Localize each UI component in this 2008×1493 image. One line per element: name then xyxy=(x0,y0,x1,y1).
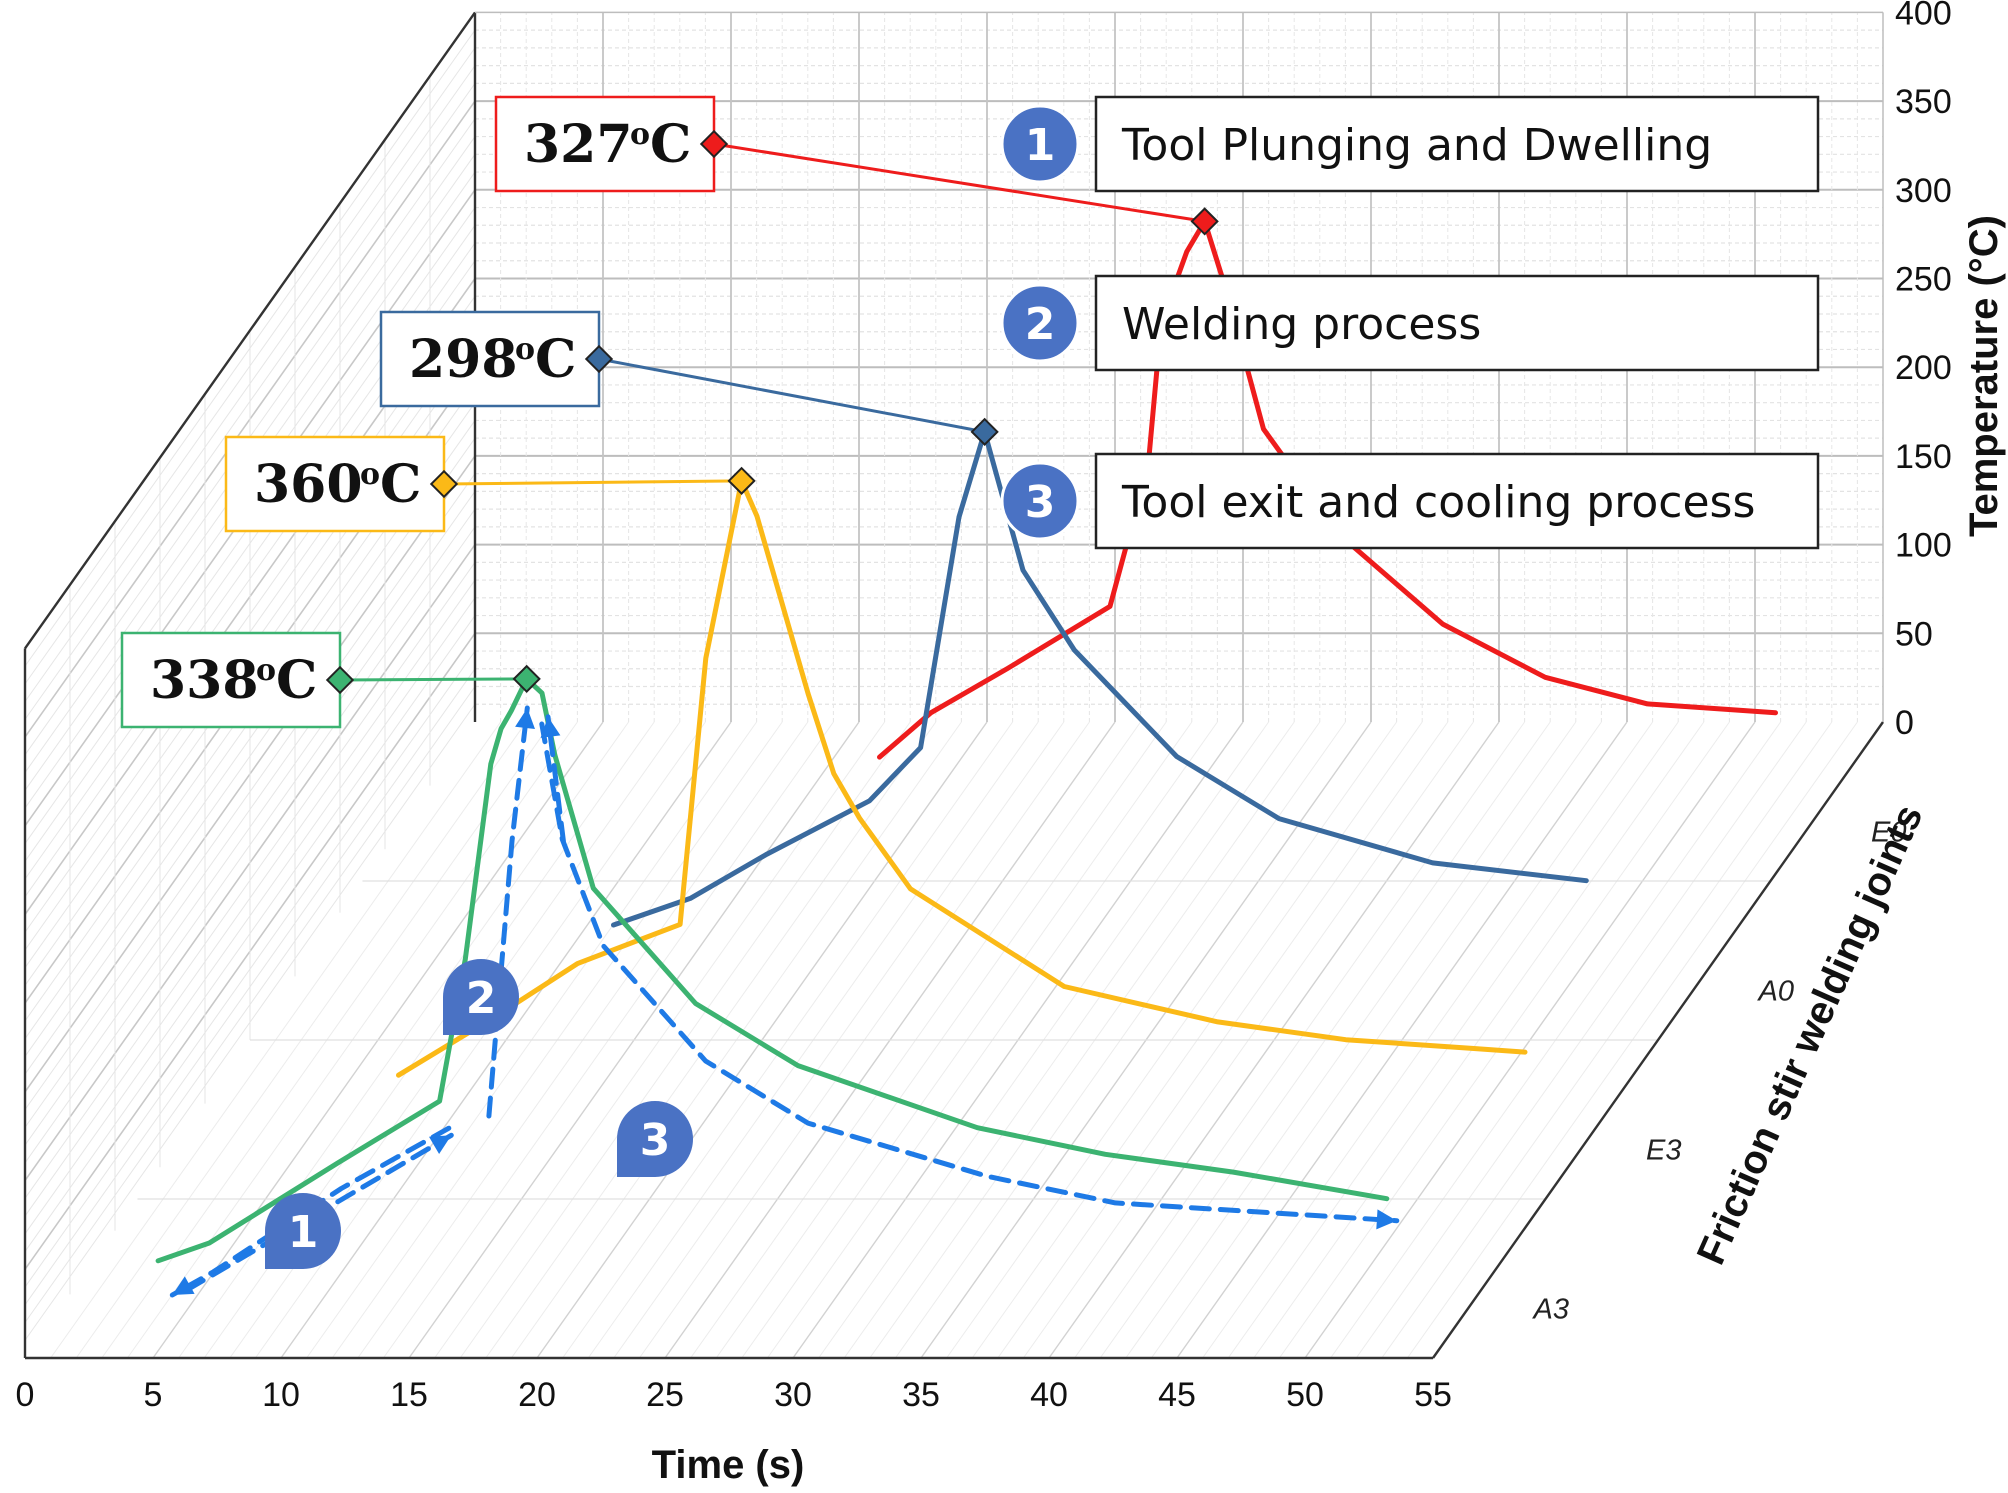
peak-unit-a0: oC xyxy=(515,329,576,390)
y-axis-title: Temperature (°C) xyxy=(1962,215,2006,537)
peak-value-e3: 360 xyxy=(254,454,363,515)
process-arrow-1 xyxy=(169,1125,452,1298)
y-tick-label: 300 xyxy=(1895,172,1952,210)
legend-label-2: Welding process xyxy=(1122,299,1481,350)
legend-badge-1 xyxy=(1000,104,1080,184)
y-tick-label: 150 xyxy=(1895,438,1952,476)
x-tick-label: 40 xyxy=(1030,1376,1068,1414)
legend-badge-2 xyxy=(1000,283,1080,363)
y-tick-label: 400 xyxy=(1895,0,1952,32)
badge-3-shape xyxy=(617,1101,693,1177)
peak-point-marker xyxy=(1190,207,1219,236)
legend-label-1: Tool Plunging and Dwelling xyxy=(1121,120,1712,171)
peak-point-marker xyxy=(727,466,756,496)
x-tick-label: 45 xyxy=(1158,1376,1196,1414)
x-tick-label: 50 xyxy=(1286,1376,1324,1414)
peak-label-marker xyxy=(699,129,729,159)
x-tick-label: 30 xyxy=(774,1376,812,1414)
x-axis-title: Time (s) xyxy=(652,1443,805,1487)
peak-value-a0: 298 xyxy=(409,329,518,390)
chart-frame xyxy=(23,11,1884,1360)
process-arrow-1-return-head xyxy=(429,1135,452,1154)
y-tick-label: 350 xyxy=(1895,83,1952,121)
peak-box-a3 xyxy=(120,631,342,729)
peak-box-e0 xyxy=(494,95,716,193)
peak-label-marker xyxy=(325,665,355,695)
y-tick-label: 0 xyxy=(1895,704,1914,742)
peak-unit-e3: oC xyxy=(360,454,421,515)
legend-label-3: Tool exit and cooling process xyxy=(1121,477,1755,528)
x-tick-label: 5 xyxy=(144,1376,163,1414)
x-tick-label: 10 xyxy=(262,1376,300,1414)
process-arrow-3 xyxy=(539,721,1400,1224)
badge-3-number: 3 xyxy=(640,1115,671,1166)
peak-point-marker xyxy=(512,664,541,694)
process-arrow-3-head xyxy=(1376,1209,1397,1230)
peak-leader-a0 xyxy=(598,357,985,434)
peak-box-e3 xyxy=(224,435,446,533)
badge-1-shape xyxy=(265,1193,341,1269)
joint-label-e0: E0 xyxy=(1871,817,1906,849)
peak-value-a3: 338 xyxy=(150,650,259,711)
series-line-e3 xyxy=(396,478,1528,1078)
process-arrow-2-head xyxy=(515,708,535,729)
series-line-a3 xyxy=(155,676,1390,1264)
process-legend: 1 Tool Plunging and Dwelling 2 Welding proc… xyxy=(1000,95,1820,550)
x-tick-label: 25 xyxy=(646,1376,684,1414)
peak-value-e0: 327 xyxy=(524,114,633,175)
x-tick-label: 0 xyxy=(16,1376,35,1414)
x-tick-label: 20 xyxy=(518,1376,556,1414)
axis-ticks: 0 5 10 15 20 25 30 35 40 45 50 55 0 50 100 150 200 250 300… xyxy=(16,0,1952,1414)
peak-point-marker xyxy=(970,417,999,446)
legend-box-3 xyxy=(1094,452,1820,550)
badge-2-shape xyxy=(443,959,519,1035)
legend-box-1 xyxy=(1094,95,1820,193)
legend-number-3: 3 xyxy=(1025,477,1056,528)
peak-unit-e0: oC xyxy=(630,114,691,175)
x-tick-label: 35 xyxy=(902,1376,940,1414)
peak-leader-a3 xyxy=(339,677,527,682)
process-arrow-3-up xyxy=(545,714,566,844)
peak-label-marker xyxy=(584,344,614,374)
peak-unit-a3: oC xyxy=(256,650,317,711)
peak-leader-e3 xyxy=(443,479,742,486)
y-tick-label: 250 xyxy=(1895,261,1952,299)
legend-badge-3 xyxy=(1000,461,1080,541)
peak-label-marker xyxy=(429,469,459,499)
y-tick-label: 50 xyxy=(1895,615,1933,653)
process-arrows: 1 2 3 xyxy=(169,705,1400,1298)
process-arrow-3-up-head xyxy=(540,716,561,738)
x-tick-label: 55 xyxy=(1414,1376,1452,1414)
badge-1-number: 1 xyxy=(288,1207,319,1258)
badge-2-number: 2 xyxy=(466,973,497,1024)
legend-number-2: 2 xyxy=(1025,299,1056,350)
peak-leader-e0 xyxy=(713,142,1205,223)
joint-label-a3: A3 xyxy=(1532,1294,1569,1326)
joint-label-e3: E3 xyxy=(1646,1135,1681,1167)
y-tick-label: 200 xyxy=(1895,349,1952,387)
joint-label-a0: A0 xyxy=(1757,976,1794,1008)
x-tick-label: 15 xyxy=(390,1376,428,1414)
frame-edge xyxy=(24,11,476,650)
frame-edge xyxy=(1432,721,1884,1359)
legend-number-1: 1 xyxy=(1025,120,1056,171)
y-tick-label: 100 xyxy=(1895,527,1952,565)
legend-box-2 xyxy=(1094,274,1820,372)
